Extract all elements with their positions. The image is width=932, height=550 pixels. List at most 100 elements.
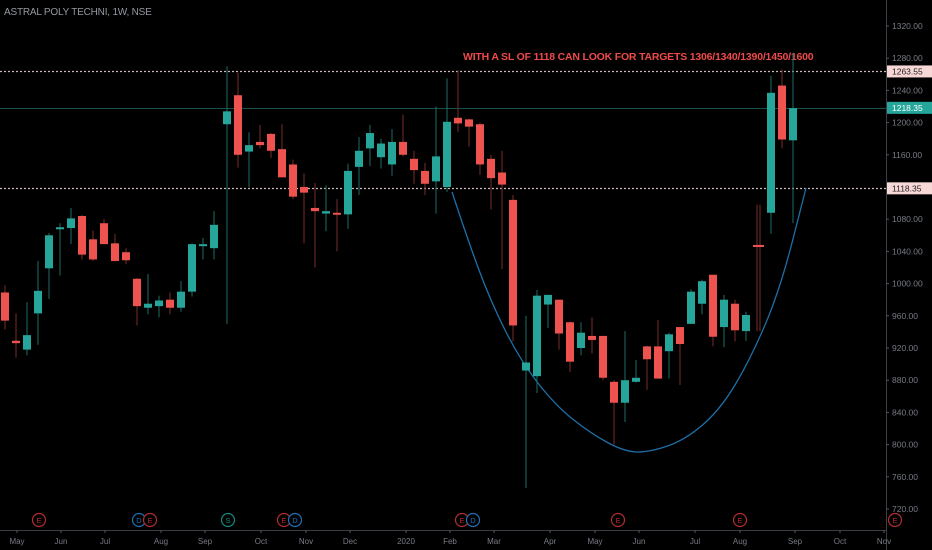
candle[interactable] xyxy=(111,233,119,262)
candle[interactable] xyxy=(533,290,541,394)
earnings-event-icon[interactable]: E xyxy=(454,512,470,528)
time-axis[interactable]: May Jun Jul Aug Sep Oct Nov Dec 2020 Feb Mar Apr May… xyxy=(0,530,891,546)
time-tick-label: Feb xyxy=(443,537,457,546)
candle[interactable] xyxy=(399,114,407,157)
candle[interactable] xyxy=(756,204,764,332)
time-tick-label: May xyxy=(587,537,602,546)
candle[interactable] xyxy=(78,215,86,260)
candle[interactable] xyxy=(223,66,231,324)
earnings-event-icon[interactable]: E xyxy=(142,512,158,528)
candle[interactable] xyxy=(476,122,484,175)
earnings-event-icon[interactable]: E xyxy=(610,512,626,528)
candle[interactable] xyxy=(155,295,163,318)
candle[interactable] xyxy=(566,321,574,373)
candle[interactable] xyxy=(234,72,242,168)
svg-text:D: D xyxy=(470,516,476,525)
price-axis[interactable]: 1320.00 1280.00 1240.00 1200.00 1160.00 1080.… xyxy=(886,0,932,550)
candle[interactable] xyxy=(45,232,53,299)
candle[interactable] xyxy=(300,173,308,244)
price-label-text: 1218.35 xyxy=(892,103,923,113)
candle[interactable] xyxy=(1,285,9,330)
candle[interactable] xyxy=(256,125,264,149)
candle[interactable] xyxy=(333,199,341,252)
candle[interactable] xyxy=(344,163,352,229)
dividend-event-icon[interactable]: D xyxy=(465,512,481,528)
candle[interactable] xyxy=(720,294,728,348)
candle[interactable] xyxy=(133,277,141,326)
candle[interactable] xyxy=(56,223,64,276)
time-tick-label: Sep xyxy=(198,537,213,546)
candle[interactable] xyxy=(742,311,750,341)
candle[interactable] xyxy=(643,345,651,390)
candle[interactable] xyxy=(199,237,207,260)
time-tick-label: Sep xyxy=(788,537,803,546)
candle[interactable] xyxy=(676,327,684,386)
price-tick-label: 880.00 xyxy=(892,375,918,385)
candle[interactable] xyxy=(245,132,253,187)
candle[interactable] xyxy=(67,207,75,245)
candle[interactable] xyxy=(289,159,297,200)
candle[interactable] xyxy=(432,106,440,214)
split-event-icon[interactable]: S xyxy=(220,512,236,528)
candle[interactable] xyxy=(166,292,174,315)
candle[interactable] xyxy=(555,299,563,350)
price-tick-label: 1320.00 xyxy=(892,21,923,31)
candle[interactable] xyxy=(12,313,20,358)
candle[interactable] xyxy=(709,274,717,347)
time-tick-label: Oct xyxy=(255,537,268,546)
candle[interactable] xyxy=(210,211,218,260)
candle[interactable] xyxy=(610,380,618,445)
candle[interactable] xyxy=(410,150,418,184)
candle[interactable] xyxy=(34,261,42,345)
candle[interactable] xyxy=(665,332,673,379)
candle[interactable] xyxy=(789,52,797,224)
candle[interactable] xyxy=(388,129,396,176)
candle[interactable] xyxy=(522,315,530,489)
candle[interactable] xyxy=(177,281,185,312)
candle[interactable] xyxy=(487,154,495,210)
candle[interactable] xyxy=(443,78,451,192)
candle[interactable] xyxy=(544,294,552,328)
earnings-event-icon[interactable]: E xyxy=(887,512,903,528)
candle[interactable] xyxy=(509,195,517,342)
candle[interactable] xyxy=(454,70,462,133)
candle[interactable] xyxy=(311,182,319,268)
candle[interactable] xyxy=(731,299,739,342)
price-tick-label: 760.00 xyxy=(892,472,918,482)
candle[interactable] xyxy=(421,162,429,196)
candle[interactable] xyxy=(698,279,706,315)
candle[interactable] xyxy=(122,248,130,265)
candle[interactable] xyxy=(465,118,473,147)
candle[interactable] xyxy=(654,319,662,379)
candle[interactable] xyxy=(188,243,196,297)
candle[interactable] xyxy=(366,125,374,167)
candle[interactable] xyxy=(599,335,607,381)
svg-text:D: D xyxy=(136,516,142,525)
candle[interactable] xyxy=(498,150,506,270)
candle[interactable] xyxy=(767,75,775,234)
candle[interactable] xyxy=(577,322,585,356)
candle[interactable] xyxy=(377,138,385,169)
candle[interactable] xyxy=(322,185,330,232)
candle[interactable] xyxy=(687,289,695,324)
price-tick-label: 1160.00 xyxy=(892,150,922,160)
svg-text:E: E xyxy=(36,516,41,525)
earnings-event-icon[interactable]: E xyxy=(732,512,748,528)
candle[interactable] xyxy=(621,331,629,423)
candle[interactable] xyxy=(278,124,286,178)
candle[interactable] xyxy=(100,219,108,245)
price-tick-label: 960.00 xyxy=(892,311,918,321)
candle[interactable] xyxy=(89,230,97,262)
candle[interactable] xyxy=(588,317,596,354)
time-tick-label: Jun xyxy=(55,537,68,546)
candle[interactable] xyxy=(355,137,363,196)
earnings-event-icon[interactable]: E xyxy=(31,512,47,528)
candle[interactable] xyxy=(267,133,275,159)
candle[interactable] xyxy=(23,302,31,356)
dividend-event-icon[interactable]: D xyxy=(287,512,303,528)
candle[interactable] xyxy=(632,360,640,383)
candle[interactable] xyxy=(778,69,786,149)
candle[interactable] xyxy=(144,273,152,315)
